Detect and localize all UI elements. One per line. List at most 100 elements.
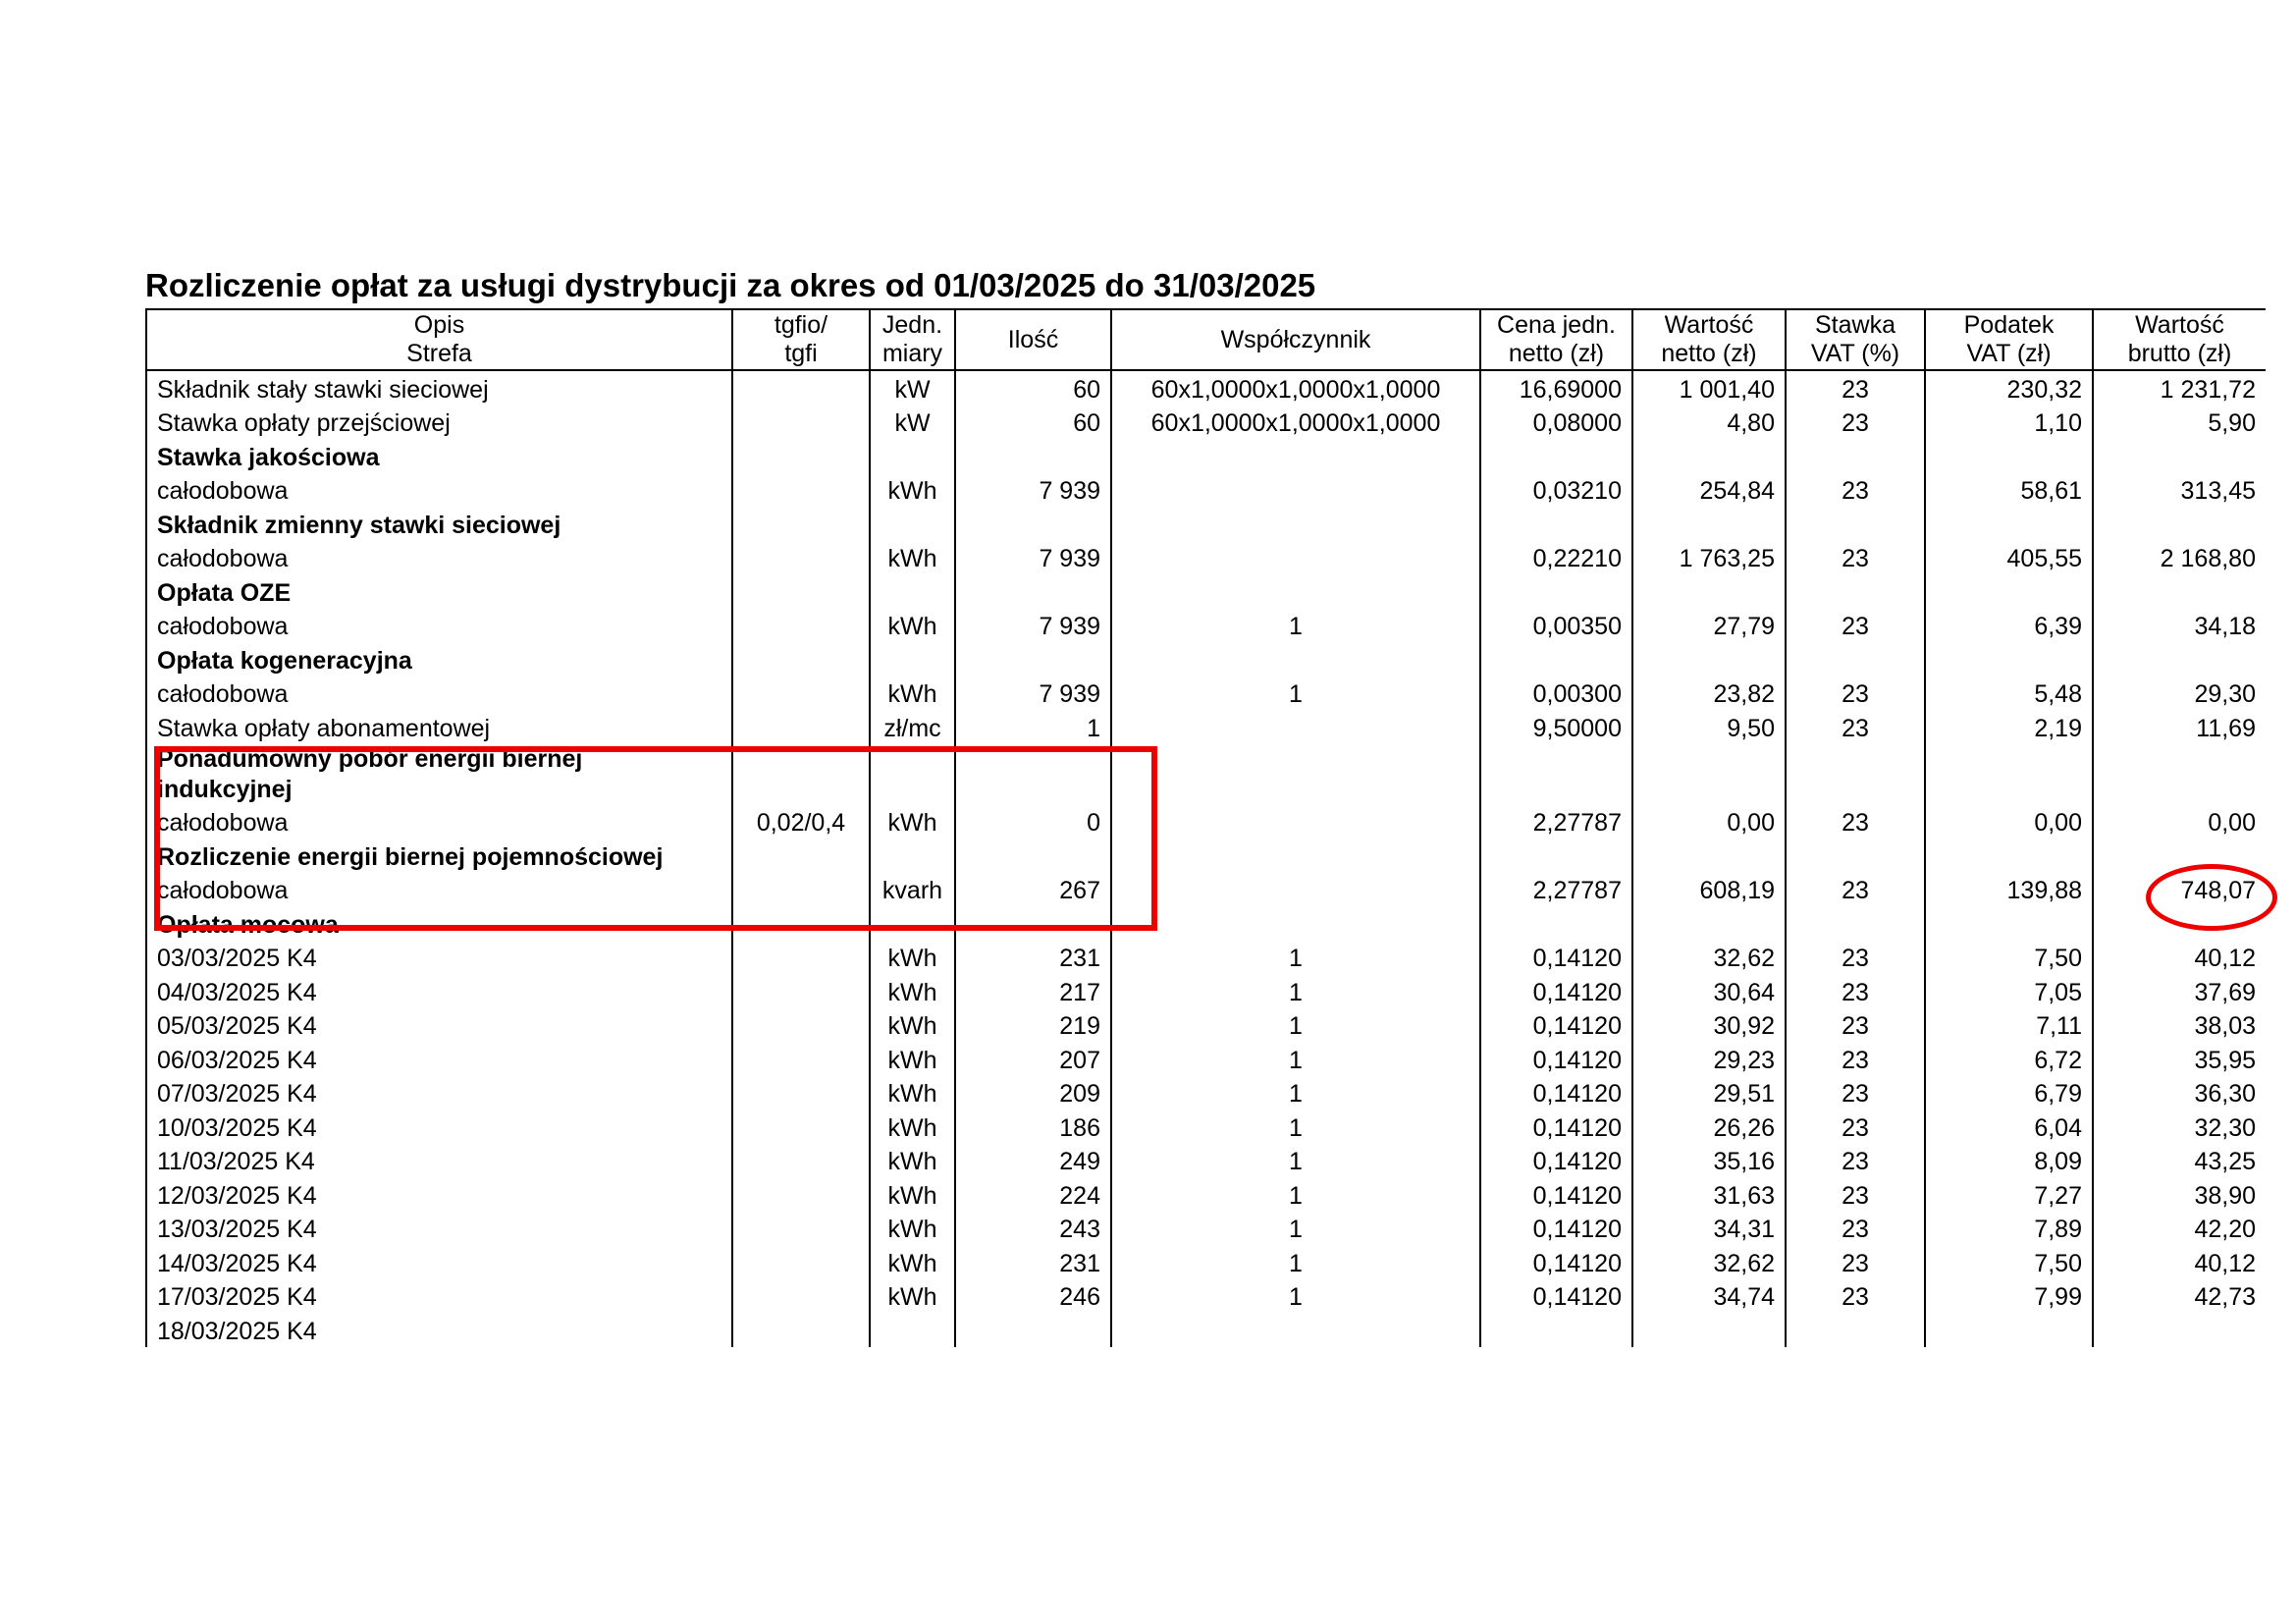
table-cell: Opłata OZE (145, 574, 733, 609)
table-cell (869, 906, 956, 941)
table-cell (1110, 540, 1481, 574)
table-cell: 23 (1785, 472, 1926, 507)
table-cell: 0,14120 (1479, 974, 1633, 1008)
table-cell: kW (869, 370, 956, 406)
table-cell: kWh (869, 974, 956, 1008)
header-text: Strefa (406, 340, 472, 367)
table-row: 17/03/2025 K4 kWh 246 1 0,14120 34,74 23 7,99 42… (145, 1278, 2266, 1313)
table-cell: 29,23 (1631, 1042, 1787, 1076)
table-cell: 0,14120 (1479, 1177, 1633, 1212)
table-cell: kWh (869, 940, 956, 974)
table-cell: 58,61 (1924, 472, 2094, 507)
table-cell: 60 (954, 405, 1112, 439)
highlight-ellipse (2146, 864, 2277, 931)
table-cell (731, 1278, 871, 1313)
table-cell: 30,64 (1631, 974, 1787, 1008)
table-cell: 23 (1785, 676, 1926, 710)
table-cell: 1,10 (1924, 405, 2094, 439)
table-cell: 23 (1785, 1278, 1926, 1313)
table-cell: 1 (1110, 608, 1481, 642)
table-cell: kWh (869, 1143, 956, 1177)
table-cell: 14/03/2025 K4 (145, 1245, 733, 1279)
table-cell (869, 642, 956, 677)
table-cell (1924, 906, 2094, 941)
table-cell: Rozliczenie energii biernej pojemnościow… (145, 839, 733, 873)
table-cell: 40,12 (2092, 1245, 2266, 1279)
table-cell: 209 (954, 1075, 1112, 1110)
table-cell: 0,00 (1924, 804, 2094, 839)
table-cell: 0,14120 (1479, 1278, 1633, 1313)
table-cell (1110, 872, 1481, 906)
header-text: Jedn. (881, 311, 943, 339)
table-cell: 224 (954, 1177, 1112, 1212)
table-row: Opłata kogeneracyjna (145, 642, 2266, 677)
table-cell (869, 1313, 956, 1347)
table-cell (1479, 439, 1633, 473)
table-cell (1924, 574, 2094, 609)
table-cell: 7,11 (1924, 1007, 2094, 1042)
table-cell: całodobowa (145, 872, 733, 906)
table-cell: kWh (869, 1177, 956, 1212)
table-cell (1785, 439, 1926, 473)
table-cell: całodobowa (145, 608, 733, 642)
table-cell: 0,14120 (1479, 1143, 1633, 1177)
table-cell: 7 939 (954, 608, 1112, 642)
header-cell: Opis Strefa (145, 308, 733, 371)
table-cell: kWh (869, 1245, 956, 1279)
table-cell: 60 (954, 370, 1112, 406)
header-cell: tgfio/tgfi (731, 308, 871, 371)
table-cell: kWh (869, 1007, 956, 1042)
header-cell: Cena jedn. netto (zł) (1479, 308, 1633, 371)
table-row: całodobowa kWh 7 939 0,22210 1 763,25 23 405,5… (145, 540, 2266, 574)
table-cell: 246 (954, 1278, 1112, 1313)
table-cell: 1 (1110, 974, 1481, 1008)
table-cell (1631, 642, 1787, 677)
table-cell: 34,18 (2092, 608, 2266, 642)
table-cell (2092, 439, 2266, 473)
table-cell (954, 1313, 1112, 1347)
header-text: tgfi (784, 340, 818, 367)
table-cell: 60x1,0000x1,0000x1,0000 (1110, 370, 1481, 406)
table-cell (731, 1075, 871, 1110)
header-text: Wartość (1664, 311, 1754, 339)
table-row: 03/03/2025 K4 kWh 231 1 0,14120 32,62 23 7,50 40… (145, 940, 2266, 974)
table-cell (731, 642, 871, 677)
table-cell: 231 (954, 1245, 1112, 1279)
table-cell: 2,19 (1924, 710, 2094, 744)
table-cell: 7,89 (1924, 1211, 2094, 1245)
table-cell (2092, 743, 2266, 805)
table-cell: 38,03 (2092, 1007, 2266, 1042)
table-row: Stawka opłaty przejściowej kW 60 60x1,0000x… (145, 405, 2266, 439)
table-cell: kWh (869, 676, 956, 710)
table-cell: 608,19 (1631, 872, 1787, 906)
table-cell: 217 (954, 974, 1112, 1008)
table-cell: 5,90 (2092, 405, 2266, 439)
table-cell: 1 (1110, 940, 1481, 974)
table-cell: 1 231,72 (2092, 370, 2266, 406)
table-cell: 42,73 (2092, 1278, 2266, 1313)
header-text: Opis (413, 311, 465, 339)
table-cell: 40,12 (2092, 940, 2266, 974)
table-row: całodobowa kvarh 267 2,27787 608,19 23 139,88 7… (145, 872, 2266, 906)
table-cell: 6,04 (1924, 1110, 2094, 1144)
table-cell: 23 (1785, 1143, 1926, 1177)
table-cell (731, 1313, 871, 1347)
table-cell: kWh (869, 1075, 956, 1110)
table-row: Rozliczenie energii biernej pojemnościow… (145, 839, 2266, 873)
table-cell: kWh (869, 1211, 956, 1245)
header-text: netto (zł) (1661, 340, 1757, 367)
table-cell: 313,45 (2092, 472, 2266, 507)
table-cell: 0,00300 (1479, 676, 1633, 710)
table-cell: 23 (1785, 804, 1926, 839)
table-cell: kWh (869, 1042, 956, 1076)
table-frame: Opis Strefa tgfio/tgfi Jedn. miary Ilość Współ… (145, 308, 2266, 1349)
table-cell: 5,48 (1924, 676, 2094, 710)
charges-table: Opis Strefa tgfio/tgfi Jedn. miary Ilość Współ… (145, 308, 2266, 1347)
table-cell (1785, 906, 1926, 941)
table-cell: 60x1,0000x1,0000x1,0000 (1110, 405, 1481, 439)
header-text: miary (881, 340, 943, 367)
table-cell: 7 939 (954, 540, 1112, 574)
table-cell: kW (869, 405, 956, 439)
table-cell (731, 743, 871, 805)
table-cell: 06/03/2025 K4 (145, 1042, 733, 1076)
